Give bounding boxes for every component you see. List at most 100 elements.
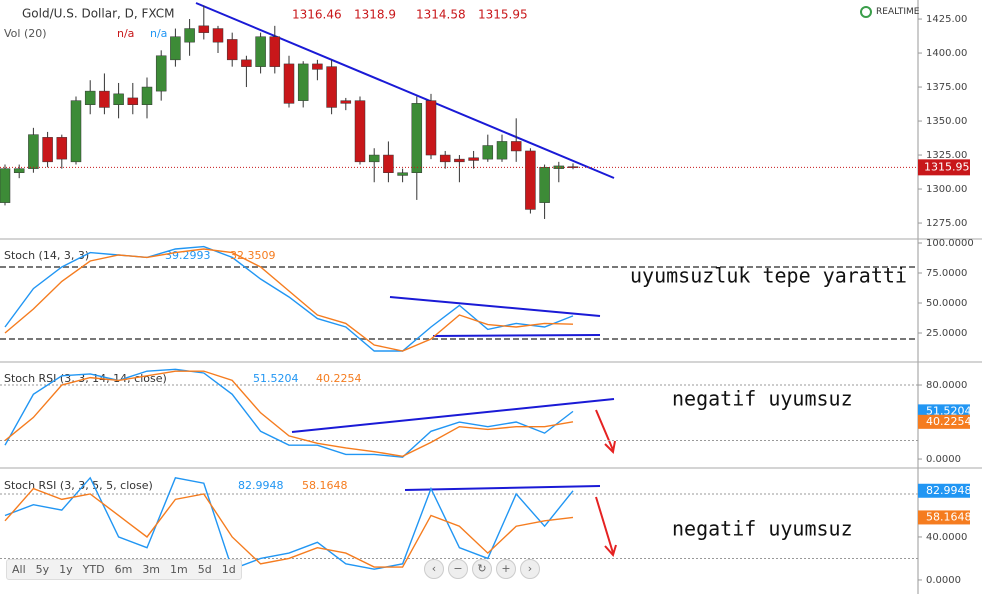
y-tick-label: 80.0000 xyxy=(926,380,967,391)
zoom-out[interactable]: − xyxy=(448,559,468,579)
series-line xyxy=(4,487,574,568)
y-tick-label: 40.0000 xyxy=(926,532,967,543)
ohlc-value: 1314.58 xyxy=(416,8,466,22)
candle-body xyxy=(56,137,68,160)
trend-line xyxy=(404,485,601,491)
header-value: 58.1648 xyxy=(302,479,348,492)
range-toolbar: All 5y 1y YTD 6m 3m 1m 5d 1d xyxy=(6,559,242,580)
y-tick-label: 50.0000 xyxy=(926,298,967,309)
header-value: 82.9948 xyxy=(238,479,284,492)
last-value-box xyxy=(918,483,970,498)
candle-body xyxy=(84,90,96,105)
last-value-label: 58.1648 xyxy=(926,510,972,523)
badge-text: REALTIME xyxy=(876,7,920,17)
indicator-value: n/a xyxy=(117,27,134,40)
range-button[interactable]: 3m xyxy=(142,563,161,576)
candle-body xyxy=(42,137,53,163)
annotation: uyumsuzluk tepe yaratti xyxy=(630,264,907,288)
candle-body xyxy=(482,145,494,160)
candle-body xyxy=(198,25,210,33)
candle-body xyxy=(13,168,25,173)
chart-title: Gold/U.S. Dollar, D, FXCM xyxy=(22,7,175,21)
candle-body xyxy=(113,93,124,105)
ohlc-value: 1315.95 xyxy=(478,8,528,22)
last-price-label: 1315.95 xyxy=(924,160,970,173)
realtime-badge: REALTIME xyxy=(860,6,919,18)
annotation: negatif uyumsuz xyxy=(672,517,853,541)
candle-body xyxy=(170,36,181,61)
y-tick-label: 1350.00 xyxy=(926,116,967,127)
header-value: 32.3509 xyxy=(230,249,276,262)
y-tick-label: 25.0000 xyxy=(926,328,967,339)
candle-body xyxy=(297,63,309,101)
series-line xyxy=(4,476,574,571)
y-tick-label: 1375.00 xyxy=(926,82,967,93)
y-tick-label: 0.0000 xyxy=(926,575,961,586)
last-price-box xyxy=(918,159,970,176)
range-button[interactable]: 6m xyxy=(114,563,133,576)
candle-body xyxy=(525,150,536,210)
candle-body xyxy=(184,28,195,43)
y-tick-label: 1400.00 xyxy=(926,48,967,59)
y-tick-label: 0.0000 xyxy=(926,454,961,465)
nav-right[interactable]: › xyxy=(520,559,540,579)
range-button[interactable]: 1m xyxy=(170,563,188,576)
header-value: 51.5204 xyxy=(253,372,299,385)
candle-body xyxy=(127,97,139,105)
candle-body xyxy=(241,59,252,67)
pane-title: Stoch (14, 3, 3) xyxy=(4,249,89,262)
range-button[interactable]: 5d xyxy=(197,563,212,576)
y-tick-label: 1325.00 xyxy=(926,150,967,161)
indicator-name: Vol (20) xyxy=(4,27,47,40)
candle-body xyxy=(226,39,238,61)
header-value: 40.2254 xyxy=(316,372,362,385)
nav-left[interactable]: ‹ xyxy=(424,559,444,579)
y-tick-label: 1300.00 xyxy=(926,184,967,195)
last-value-box xyxy=(918,414,970,429)
candle-body xyxy=(340,100,352,104)
arrow xyxy=(595,409,616,455)
candle-body xyxy=(425,100,437,156)
candle-body xyxy=(28,134,39,169)
series-line xyxy=(4,370,574,457)
candle-body xyxy=(510,141,522,152)
plot-bg xyxy=(0,0,918,594)
last-value-label: 82.9948 xyxy=(926,484,972,497)
y-tick-label: 100.0000 xyxy=(926,238,974,249)
candle-body xyxy=(454,158,465,163)
candle-body xyxy=(397,172,408,176)
pane-title: Stoch RSI (3, 3, 5, 5, close) xyxy=(4,479,153,492)
candle-body xyxy=(468,157,479,161)
candle-body xyxy=(439,154,451,163)
trend-line xyxy=(195,2,615,179)
candle-body xyxy=(70,100,82,163)
trend-line xyxy=(432,334,601,337)
candle-body xyxy=(411,103,423,173)
zoom-in[interactable]: + xyxy=(496,559,516,579)
candle-body xyxy=(0,168,11,203)
ohlc-value: 1316.46 xyxy=(292,8,342,22)
annotation: negatif uyumsuz xyxy=(672,387,853,411)
trend-line xyxy=(389,296,601,317)
last-value-label: 51.5204 xyxy=(926,404,972,417)
reset[interactable]: ↻ xyxy=(472,559,492,579)
series-line xyxy=(4,248,574,352)
range-button[interactable]: All xyxy=(12,563,26,576)
candle-body xyxy=(283,63,295,104)
range-button[interactable]: 1d xyxy=(221,563,236,576)
candle-body xyxy=(539,167,550,203)
y-tick-label: 75.0000 xyxy=(926,268,967,279)
range-button[interactable]: 1y xyxy=(59,563,73,576)
candle-body xyxy=(212,28,224,43)
candle-body xyxy=(255,36,266,67)
candle-body xyxy=(496,141,508,160)
last-value-box xyxy=(918,510,970,525)
candle-body xyxy=(141,86,153,105)
y-tick-label: 1425.00 xyxy=(926,14,967,25)
range-button[interactable]: YTD xyxy=(82,563,105,576)
nav-controls: ‹ − ↻ + › xyxy=(424,559,540,579)
candle-body xyxy=(312,63,323,70)
y-tick-label: 1275.00 xyxy=(926,218,967,229)
range-button[interactable]: 5y xyxy=(35,563,50,576)
